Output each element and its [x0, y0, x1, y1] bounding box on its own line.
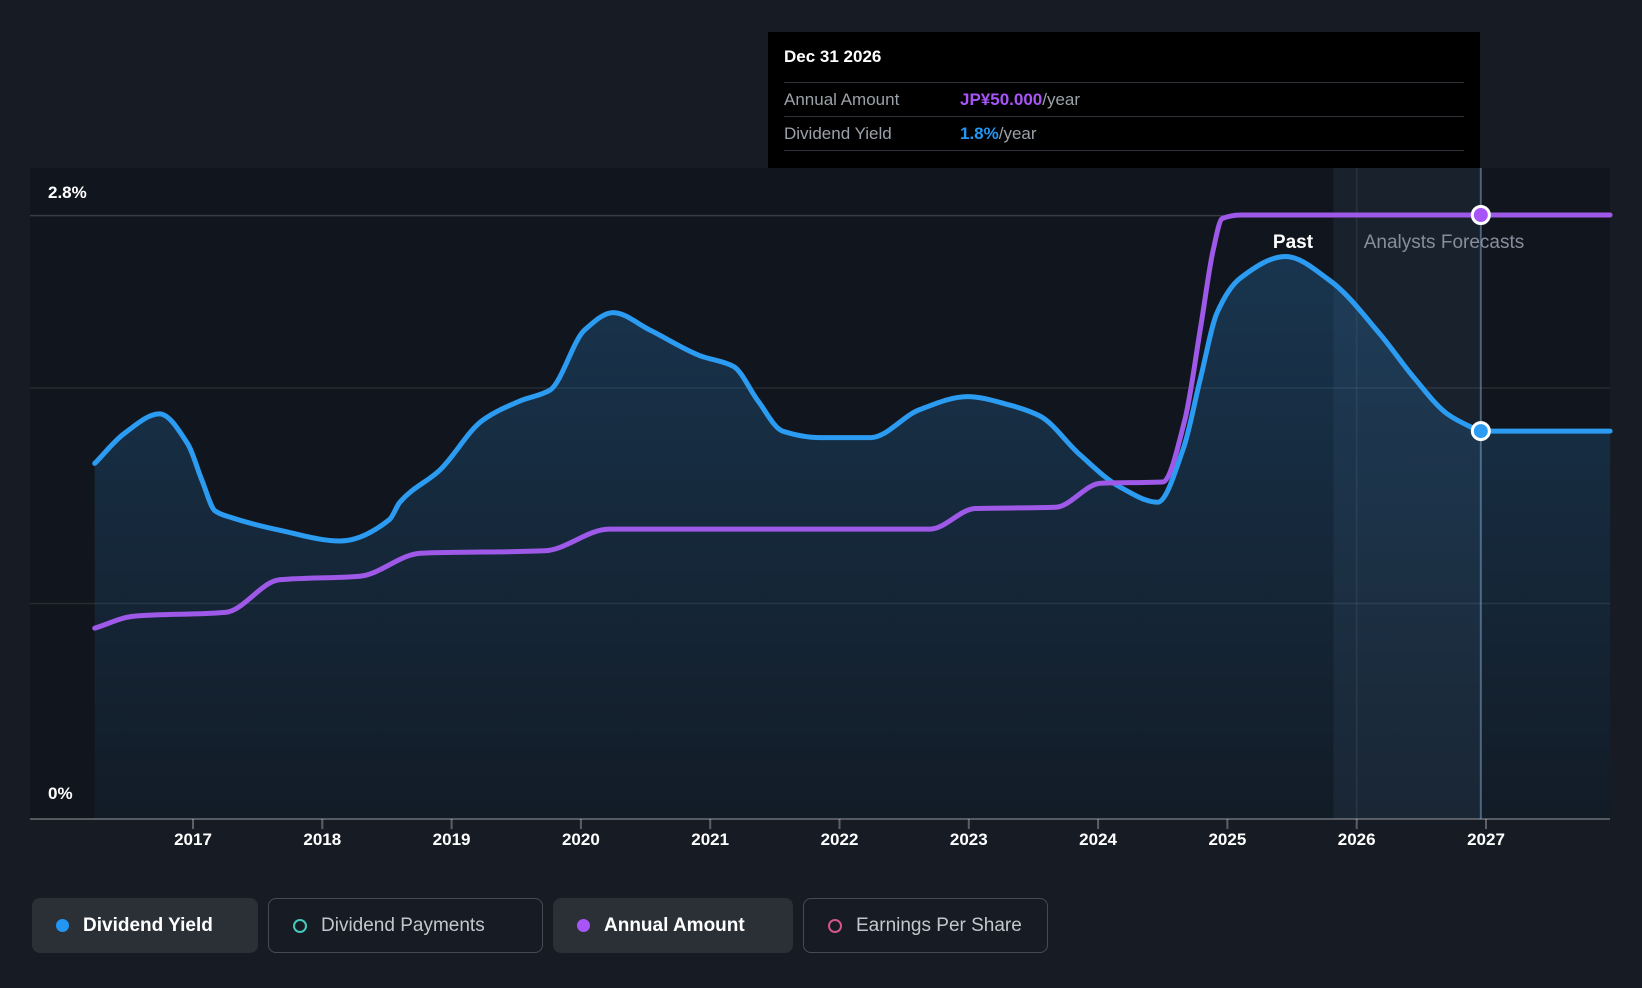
x-axis-label-2022: 2022 — [820, 830, 859, 849]
dividend-yield-line[interactable] — [92, 254, 1613, 544]
x-axis-label-2024: 2024 — [1079, 830, 1118, 849]
dividend-yield-hover-dot[interactable] — [1470, 421, 1491, 442]
legend-button-dividend-yield[interactable]: Dividend Yield — [32, 898, 258, 953]
tooltip-row-dividend-yield: Dividend Yield 1.8%/year — [784, 116, 1464, 151]
x-axis-label-2021: 2021 — [691, 830, 730, 849]
dividend-yield-area-fill — [94, 256, 1611, 819]
y-axis-zero-label: 0% — [48, 784, 73, 803]
chart-tooltip: Dec 31 2026 Annual Amount JP¥50.000/year… — [768, 32, 1480, 168]
tooltip-date: Dec 31 2026 — [784, 47, 882, 66]
y-axis-max-label: 2.8% — [48, 183, 87, 202]
chart-legend: Dividend Yield Dividend Payments Annual … — [0, 898, 1642, 953]
legend-button-dividend-payments[interactable]: Dividend Payments — [268, 898, 543, 953]
earnings-per-share-ring-icon — [828, 918, 842, 933]
x-axis-label-2026: 2026 — [1337, 830, 1376, 849]
tooltip-value-suffix: /year — [1042, 89, 1081, 109]
x-axis-label-2020: 2020 — [561, 830, 600, 849]
x-axis-label-2018: 2018 — [303, 830, 342, 849]
tooltip-label: Annual Amount — [784, 89, 900, 109]
annual-amount-hover-dot[interactable] — [1470, 205, 1491, 225]
dividend-payments-ring-icon — [293, 918, 307, 933]
tooltip-row-annual-amount: Annual Amount JP¥50.000/year — [784, 82, 1464, 116]
tooltip-label: Dividend Yield — [784, 123, 892, 143]
tooltip-value-suffix: /year — [998, 123, 1037, 143]
legend-label: Annual Amount — [604, 914, 745, 936]
x-axis-ticks — [192, 819, 1487, 829]
dividend-yield-dot-icon — [56, 919, 69, 932]
legend-label: Dividend Payments — [321, 914, 485, 936]
legend-button-earnings-per-share[interactable]: Earnings Per Share — [803, 898, 1048, 953]
tooltip-value: 1.8% — [960, 123, 999, 143]
legend-label: Dividend Yield — [83, 914, 213, 936]
x-axis-label-2027: 2027 — [1467, 830, 1505, 849]
x-axis-label-2025: 2025 — [1208, 830, 1247, 849]
x-axis-label-2023: 2023 — [949, 830, 988, 849]
legend-button-annual-amount[interactable]: Annual Amount — [553, 898, 793, 953]
forecast-region-label: Analysts Forecasts — [1363, 232, 1525, 253]
annual-amount-line[interactable] — [92, 212, 1613, 631]
x-axis-label-2019: 2019 — [432, 830, 471, 849]
past-region-label: Past — [1272, 232, 1314, 253]
tooltip-value: JP¥50.000 — [960, 89, 1043, 109]
annual-amount-dot-icon — [577, 919, 590, 932]
legend-label: Earnings Per Share — [856, 914, 1022, 936]
x-axis-label-2017: 2017 — [174, 830, 212, 849]
